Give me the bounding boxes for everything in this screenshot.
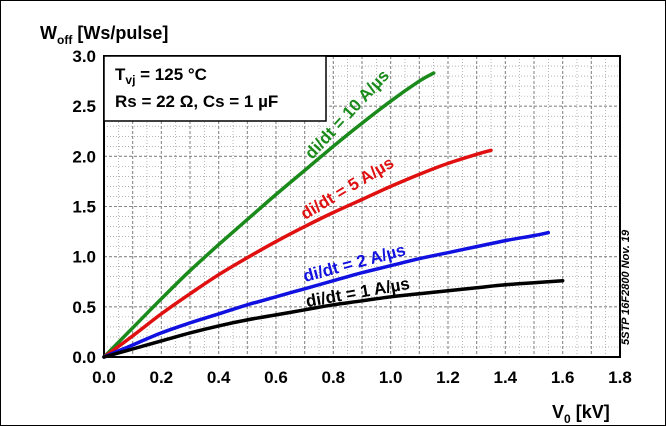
series-layer xyxy=(102,71,565,359)
axis-ticks: 0.0 0.2 0.4 0.6 0.8 1.0 1.2 1.4 1.6 1.8 0.0 0.5 1.0 1… xyxy=(72,47,631,387)
x-tick-label: 1.8 xyxy=(608,368,632,387)
x-tick-label: 1.4 xyxy=(494,368,518,387)
y-tick-label: 1.0 xyxy=(72,248,96,267)
y-axis-label: Woff [Ws/pulse] xyxy=(40,23,168,47)
conditions-line-2: Rs = 22 Ω, Cs = 1 µF xyxy=(115,92,278,111)
x-tick-label: 1.6 xyxy=(551,368,575,387)
series-line-1 xyxy=(102,148,493,359)
series-line-3 xyxy=(102,278,565,359)
x-tick-label: 0.8 xyxy=(322,368,346,387)
conditions-line-1: Tvj = 125 °C xyxy=(115,65,207,87)
series-line-0 xyxy=(102,71,436,359)
y-tick-label: 2.5 xyxy=(72,97,96,116)
x-tick-label: 1.2 xyxy=(436,368,460,387)
y-tick-label: 0.5 xyxy=(72,298,96,317)
y-tick-label: 2.0 xyxy=(72,147,96,166)
conditions-box xyxy=(103,55,327,122)
y-tick-label: 3.0 xyxy=(72,47,96,66)
y-tick-label: 1.5 xyxy=(72,198,96,217)
x-tick-label: 0.4 xyxy=(207,368,231,387)
x-tick-label: 0.0 xyxy=(92,368,116,387)
side-note: 5STP 16F2800 Nov. 19 xyxy=(620,229,632,345)
y-tick-label: 0.0 xyxy=(72,348,96,367)
x-tick-label: 1.0 xyxy=(379,368,403,387)
x-tick-label: 0.2 xyxy=(150,368,174,387)
series-line-2 xyxy=(102,230,551,359)
x-tick-label: 0.6 xyxy=(264,368,288,387)
plot-area xyxy=(103,55,621,358)
x-axis-label: V0 [kV] xyxy=(552,402,610,426)
